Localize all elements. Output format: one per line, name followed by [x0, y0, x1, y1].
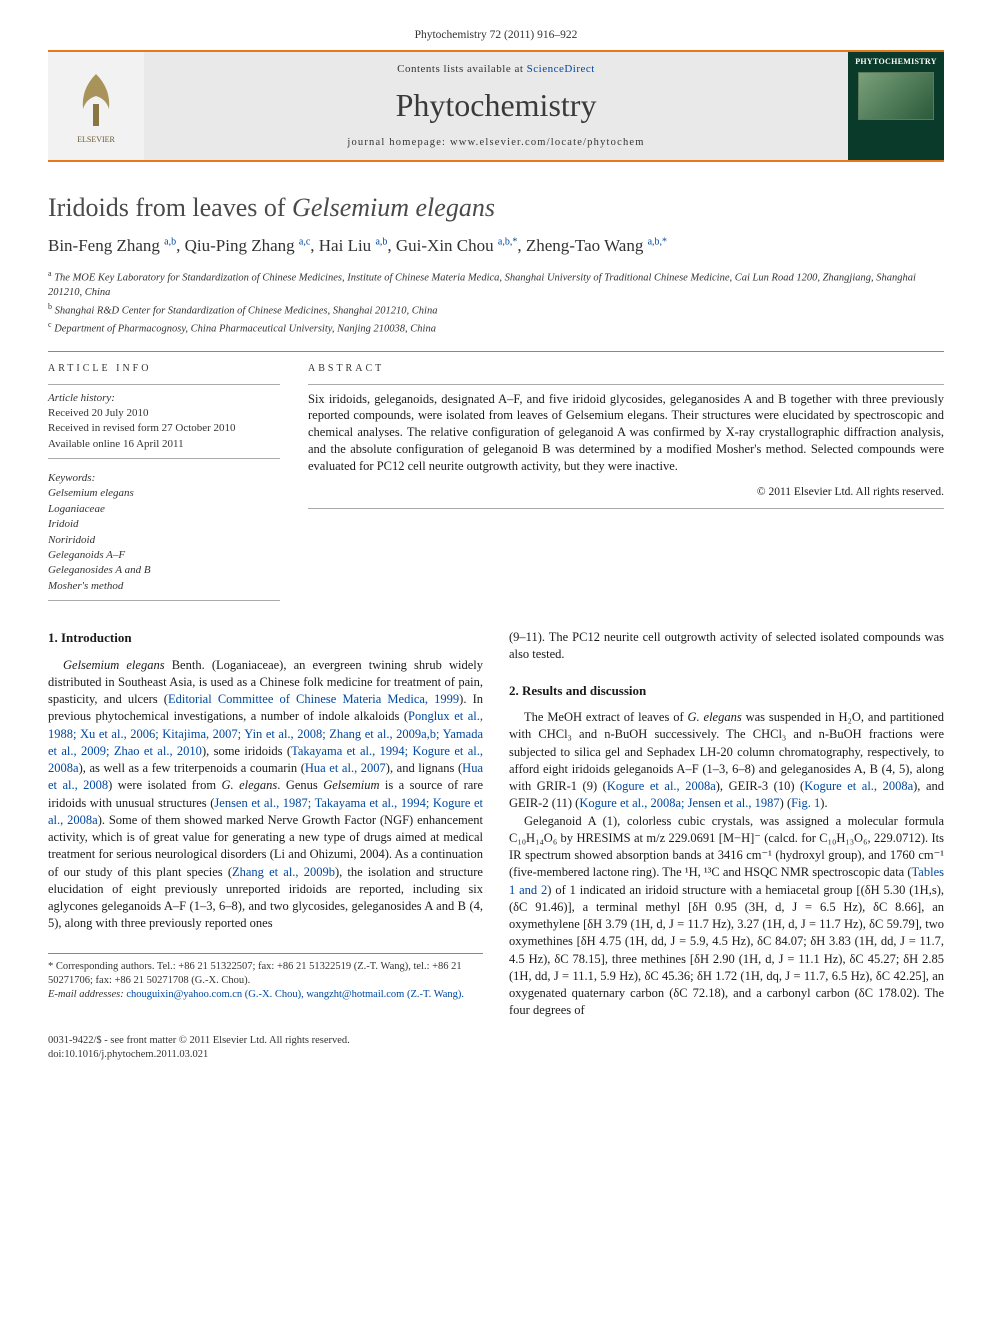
homepage-prefix: journal homepage: [347, 137, 450, 148]
info-divider [308, 508, 944, 509]
article-info-heading: ARTICLE INFO [48, 362, 280, 376]
keyword-item: Mosher's method [48, 579, 280, 594]
section-heading-results: 2. Results and discussion [509, 682, 944, 700]
keyword-item: Geleganoids A–F [48, 548, 280, 563]
page-footer: 0031-9422/$ - see front matter © 2011 El… [48, 1034, 944, 1062]
info-abstract-row: ARTICLE INFO Article history: Received 2… [48, 362, 944, 607]
abstract-copyright: © 2011 Elsevier Ltd. All rights reserved… [308, 485, 944, 501]
keyword-item: Loganiaceae [48, 502, 280, 517]
info-divider [308, 384, 944, 385]
publisher-logo: ELSEVIER [48, 52, 144, 160]
history-line: Received 20 July 2010 [48, 406, 280, 421]
section-heading-intro: 1. Introduction [48, 629, 483, 647]
footer-left: 0031-9422/$ - see front matter © 2011 El… [48, 1034, 350, 1062]
keywords-head: Keywords: [48, 471, 280, 486]
contents-prefix: Contents lists available at [397, 63, 526, 75]
article-info-column: ARTICLE INFO Article history: Received 2… [48, 362, 280, 607]
doi-line: doi:10.1016/j.phytochem.2011.03.021 [48, 1048, 350, 1062]
history-line: Received in revised form 27 October 2010 [48, 421, 280, 436]
column-right: (9–11). The PC12 neurite cell outgrowth … [509, 629, 944, 1020]
affiliations: a The MOE Key Laboratory for Standardiza… [48, 268, 944, 337]
title-plain: Iridoids from leaves of [48, 193, 292, 222]
journal-banner: ELSEVIER Contents lists available at Sci… [48, 50, 944, 162]
affiliation-line: b Shanghai R&D Center for Standardizatio… [48, 301, 944, 319]
top-citation: Phytochemistry 72 (2011) 916–922 [48, 28, 944, 44]
article-history-block: Article history: Received 20 July 2010 R… [48, 391, 280, 453]
email-addresses-line: E-mail addresses: chouguixin@yahoo.com.c… [48, 988, 483, 1002]
cover-title: PHYTOCHEMISTRY [855, 58, 937, 67]
keywords-list: Gelsemium elegansLoganiaceaeIridoidNorir… [48, 486, 280, 594]
elsevier-tree-icon: ELSEVIER [61, 64, 131, 148]
abstract-column: ABSTRACT Six iridoids, geleganoids, desi… [308, 362, 944, 607]
journal-cover-thumbnail: PHYTOCHEMISTRY [848, 52, 944, 160]
info-divider [48, 458, 280, 459]
contents-available-line: Contents lists available at ScienceDirec… [144, 62, 848, 77]
keywords-block: Keywords: Gelsemium elegansLoganiaceaeIr… [48, 471, 280, 594]
publisher-name: ELSEVIER [77, 135, 115, 144]
emails-label: E-mail addresses: [48, 989, 126, 1000]
keyword-item: Noriridoid [48, 533, 280, 548]
front-matter-line: 0031-9422/$ - see front matter © 2011 El… [48, 1034, 350, 1048]
info-divider [48, 600, 280, 601]
footnotes-block: * Corresponding authors. Tel.: +86 21 51… [48, 953, 483, 1003]
homepage-url[interactable]: www.elsevier.com/locate/phytochem [450, 137, 645, 148]
author-email-link[interactable]: chouguixin@yahoo.com.cn (G.-X. Chou), wa… [126, 989, 464, 1000]
keyword-item: Geleganosides A and B [48, 563, 280, 578]
divider-rule [48, 351, 944, 352]
authors-line: Bin-Feng Zhang a,b, Qiu-Ping Zhang a,c, … [48, 235, 944, 258]
banner-center: Contents lists available at ScienceDirec… [144, 52, 848, 160]
cover-image-icon [858, 72, 934, 120]
keyword-item: Iridoid [48, 517, 280, 532]
history-line: Available online 16 April 2011 [48, 437, 280, 452]
column-left: 1. Introduction Gelsemium elegans Benth.… [48, 629, 483, 1020]
intro-paragraph: Gelsemium elegans Benth. (Loganiaceae), … [48, 657, 483, 933]
corresponding-author-note: * Corresponding authors. Tel.: +86 21 51… [48, 960, 483, 988]
journal-name: Phytochemistry [144, 84, 848, 127]
info-divider [48, 384, 280, 385]
keyword-item: Gelsemium elegans [48, 486, 280, 501]
affiliation-line: c Department of Pharmacognosy, China Pha… [48, 319, 944, 337]
history-head: Article history: [48, 391, 280, 406]
abstract-body: Six iridoids, geleganoids, designated A–… [308, 391, 944, 475]
title-species: Gelsemium elegans [292, 193, 495, 222]
sciencedirect-link[interactable]: ScienceDirect [527, 63, 595, 75]
results-paragraph-2: Geleganoid A (1), colorless cubic crysta… [509, 813, 944, 1020]
affiliation-line: a The MOE Key Laboratory for Standardiza… [48, 268, 944, 301]
journal-homepage-line: journal homepage: www.elsevier.com/locat… [144, 136, 848, 150]
body-two-columns: 1. Introduction Gelsemium elegans Benth.… [48, 629, 944, 1020]
intro-continuation: (9–11). The PC12 neurite cell outgrowth … [509, 629, 944, 664]
abstract-heading: ABSTRACT [308, 362, 944, 376]
article-title: Iridoids from leaves of Gelsemium elegan… [48, 190, 944, 225]
results-paragraph-1: The MeOH extract of leaves of G. elegans… [509, 709, 944, 813]
